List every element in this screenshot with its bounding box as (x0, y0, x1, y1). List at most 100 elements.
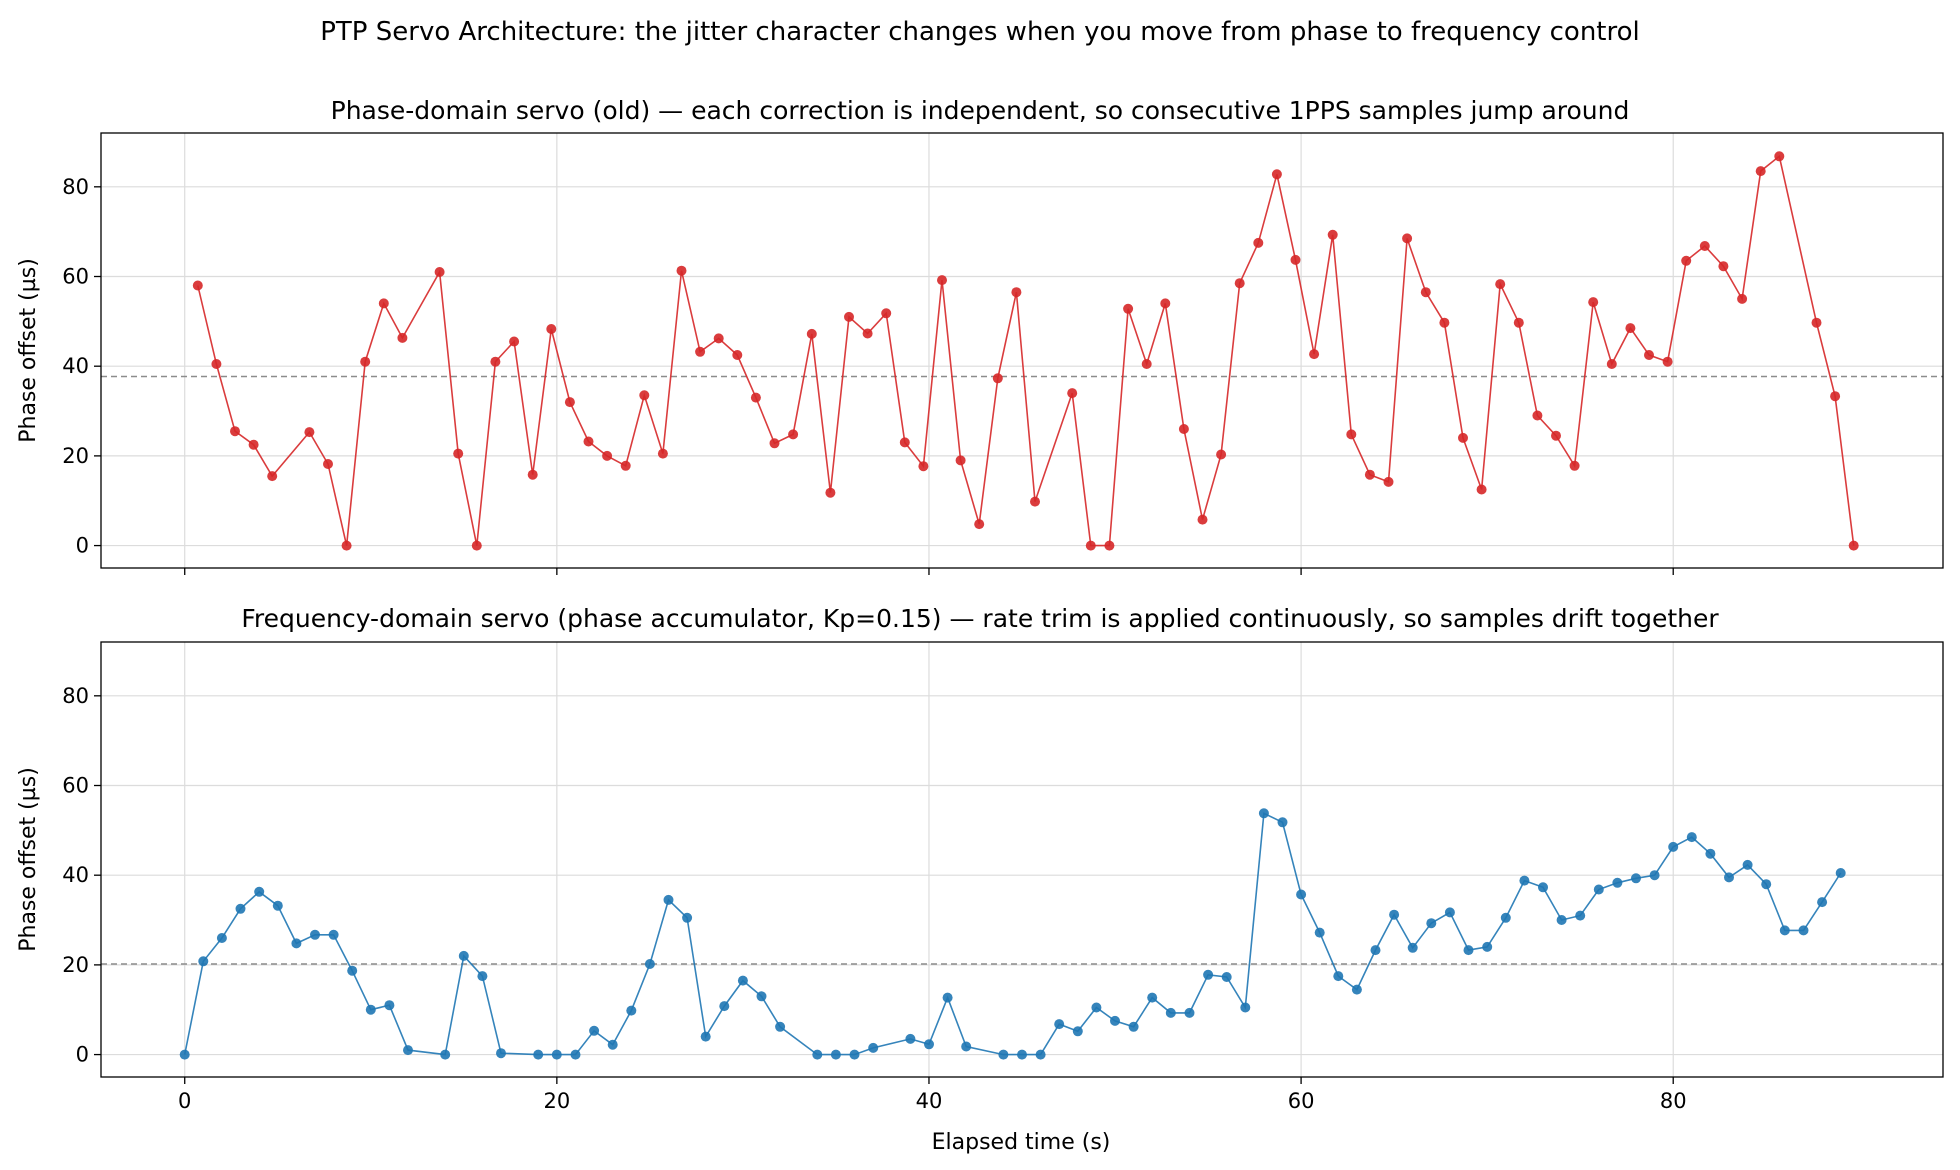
phase-domain-series-line (197, 154, 1855, 547)
phase-domain-point (1737, 293, 1748, 304)
phase-domain-point (732, 350, 743, 360)
phase-domain-point (1644, 350, 1654, 360)
phase-domain-point (1755, 166, 1766, 177)
frequency-domain-point (440, 1049, 451, 1060)
frequency-domain-point (1593, 884, 1604, 895)
phase-domain-point (1662, 356, 1673, 367)
phase-domain-point (230, 426, 240, 437)
phase-domain-point (564, 397, 575, 408)
frequency-domain-point (1203, 969, 1214, 980)
frequency-domain-point (1631, 873, 1641, 884)
frequency-domain-xtick-label: 80 (1660, 1089, 1687, 1113)
phase-domain-point (825, 487, 836, 498)
frequency-domain-point (272, 900, 283, 911)
frequency-domain-point (1407, 942, 1418, 953)
phase-domain-ytick-label: 60 (62, 265, 89, 289)
frequency-domain-point (1128, 1021, 1139, 1032)
phase-domain-point (1774, 151, 1785, 162)
phase-domain-point (1681, 255, 1692, 266)
phase-domain-point (1811, 317, 1822, 328)
frequency-domain-xtick-label: 0 (178, 1089, 191, 1113)
frequency-domain-point (1742, 859, 1753, 870)
frequency-domain-point (403, 1045, 413, 1056)
frequency-domain-ytick-label: 20 (62, 953, 89, 977)
phase-domain-point (434, 267, 445, 277)
frequency-domain-point (1668, 841, 1679, 852)
phase-domain-point (1830, 391, 1841, 402)
frequency-domain-point (812, 1049, 823, 1060)
frequency-domain-xtick-label: 60 (1288, 1089, 1315, 1113)
phase-domain-point (1216, 449, 1227, 460)
phase-domain-point (899, 437, 910, 448)
phase-domain-point (1309, 349, 1320, 360)
phase-domain-point (453, 448, 464, 459)
phase-domain-point (713, 333, 724, 344)
frequency-domain-point (328, 929, 339, 940)
phase-domain-point (695, 346, 706, 357)
phase-domain-point (918, 461, 929, 472)
frequency-domain-point (1333, 971, 1344, 982)
frequency-domain-point (905, 1033, 916, 1044)
phase-domain-point (1290, 254, 1301, 265)
phase-domain-point (937, 275, 947, 286)
phase-domain-point (1848, 540, 1859, 551)
frequency-domain-point (1724, 872, 1734, 883)
phase-domain-point (267, 471, 278, 482)
phase-domain-point (1699, 241, 1710, 251)
frequency-domain-point (1314, 927, 1325, 938)
frequency-domain-point (924, 1039, 934, 1050)
frequency-domain-series-line (183, 812, 1842, 1056)
frequency-domain-point (1779, 925, 1790, 936)
phase-domain-point (992, 373, 1003, 384)
frequency-domain-point (942, 992, 953, 1003)
figure-suptitle: PTP Servo Architecture: the jitter chara… (320, 17, 1640, 47)
phase-domain-ytick-label: 40 (62, 354, 89, 378)
frequency-domain-point (663, 894, 674, 905)
phase-domain-point (788, 429, 799, 440)
phase-domain-point (1364, 469, 1375, 480)
frequency-domain-point (589, 1025, 600, 1036)
frequency-domain-point (291, 938, 302, 949)
frequency-domain-point (644, 959, 655, 969)
frequency-domain-ytick-label: 60 (62, 774, 89, 798)
phase-domain-point (211, 359, 222, 369)
phase-domain-point (1011, 287, 1022, 298)
frequency-domain-ytick-label: 40 (62, 863, 89, 887)
phase-domain-point (1030, 496, 1040, 507)
phase-domain-point (1327, 229, 1338, 240)
frequency-domain-point (384, 1000, 395, 1011)
frequency-domain-point (310, 929, 320, 940)
phase-domain-point (1402, 233, 1413, 244)
frequency-domain-point (1761, 879, 1772, 890)
frequency-domain-xtick-label: 20 (543, 1089, 570, 1113)
phase-domain-point (881, 308, 892, 319)
frequency-domain-point (1277, 817, 1288, 828)
frequency-domain-point (1165, 1007, 1176, 1018)
phase-domain-point (583, 436, 594, 447)
frequency-domain-point (1817, 897, 1828, 908)
phase-domain-point (1569, 460, 1580, 471)
frequency-domain-point (682, 912, 693, 923)
frequency-domain-point (1835, 868, 1846, 878)
phase-domain-point (248, 439, 259, 450)
frequency-domain-point (1110, 1015, 1120, 1026)
frequency-domain-point (1705, 848, 1716, 859)
phase-domain-point (806, 328, 817, 339)
frequency-domain-point (830, 1049, 841, 1060)
frequency-domain-point (477, 971, 488, 982)
frequency-domain-point (496, 1048, 506, 1059)
phase-domain-point (397, 332, 408, 343)
frequency-domain-point (1649, 870, 1660, 881)
phase-domain-point (527, 469, 538, 480)
phase-domain-point (1532, 410, 1543, 421)
frequency-domain-point (198, 956, 209, 967)
phase-domain-point (1178, 424, 1189, 434)
phase-domain-point (323, 459, 333, 469)
phase-domain-point (620, 460, 631, 471)
frequency-domain-point (216, 933, 227, 943)
frequency-domain-point (1258, 808, 1269, 819)
frequency-domain-grid (101, 642, 1943, 1077)
phase-domain-point (1104, 540, 1115, 551)
frequency-domain-point (1426, 918, 1437, 929)
